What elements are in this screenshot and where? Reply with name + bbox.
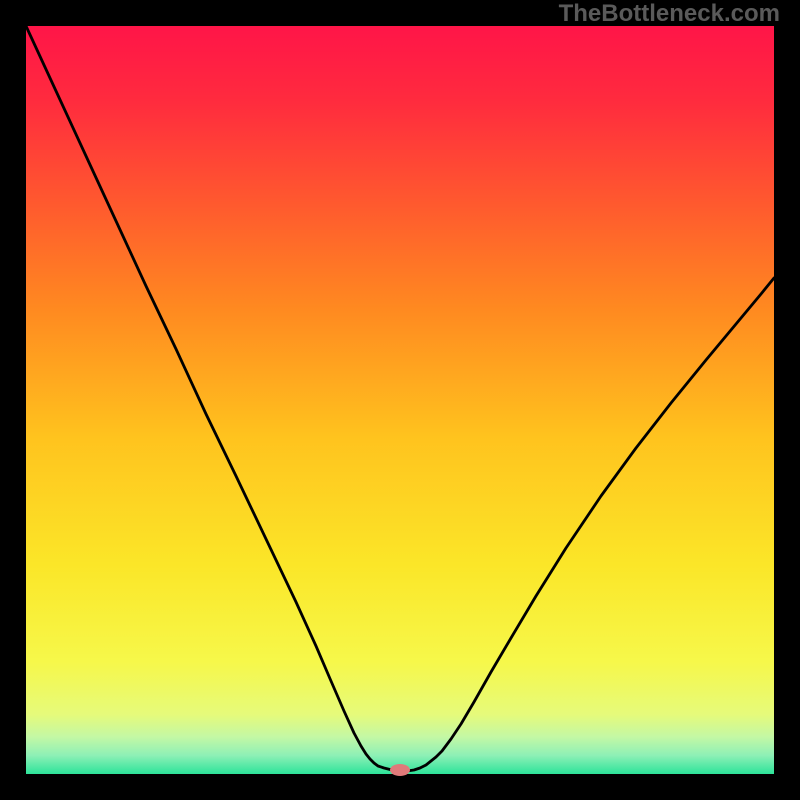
plot-area xyxy=(26,26,774,774)
optimum-marker xyxy=(390,764,410,776)
chart-frame: TheBottleneck.com xyxy=(0,0,800,800)
bottleneck-chart xyxy=(0,0,800,800)
watermark-text: TheBottleneck.com xyxy=(559,0,780,28)
